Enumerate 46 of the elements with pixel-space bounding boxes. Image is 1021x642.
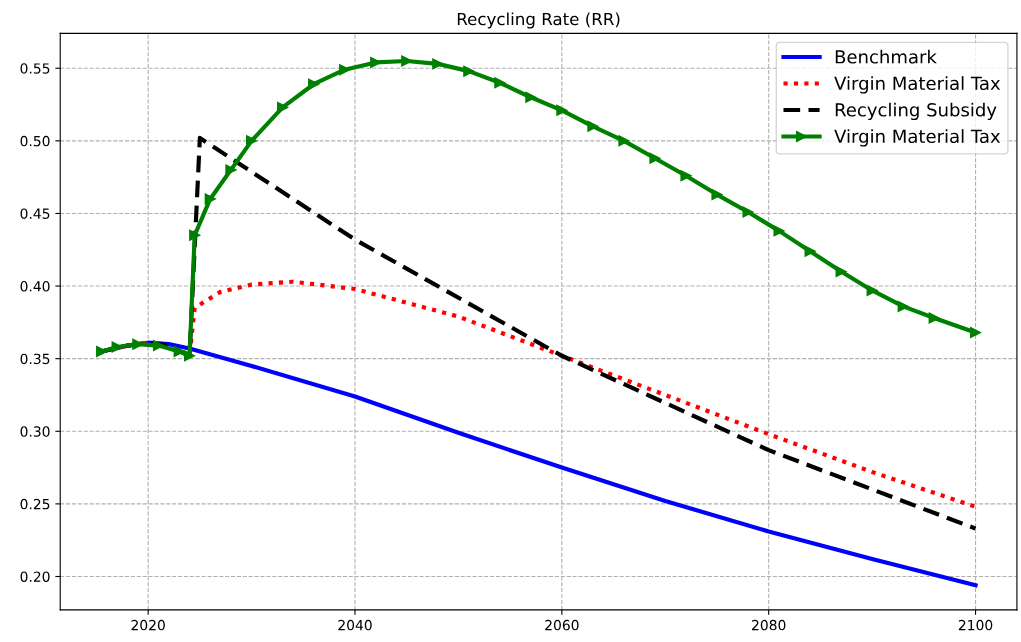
point (152, 340, 165, 352)
point (804, 245, 816, 257)
point (835, 265, 847, 278)
point (711, 189, 723, 201)
y-tick-label: 0.40 (20, 281, 50, 292)
y-tick-label: 0.55 (20, 63, 50, 74)
y-tick-label: 0.20 (20, 571, 50, 582)
x-tick-label: 2040 (338, 619, 372, 631)
y-tick-label: 0.30 (20, 426, 50, 437)
x-tick-label: 2060 (545, 619, 579, 631)
point (339, 64, 351, 76)
point (96, 345, 108, 357)
point (173, 345, 185, 357)
point (969, 326, 982, 339)
chart-title: Recycling Rate (RR) (457, 12, 620, 29)
legend-label: Virgin Material Tax (834, 76, 1001, 94)
point (742, 206, 754, 218)
point (618, 135, 630, 147)
point (183, 350, 196, 362)
y-tick-label: 0.25 (20, 498, 50, 510)
x-tick-label: 2100 (958, 619, 993, 631)
y-tick-label: 0.35 (20, 353, 50, 365)
y-tick-label: 0.50 (20, 135, 50, 147)
point (866, 284, 878, 296)
point (680, 170, 692, 182)
point (773, 225, 785, 237)
legend-label: Virgin Material Tax (834, 129, 1001, 147)
point (432, 58, 444, 70)
point (189, 229, 201, 241)
legend-label: Benchmark (835, 49, 937, 64)
point (111, 341, 123, 353)
point (897, 300, 909, 312)
legend-label: Recycling Subsidy (835, 102, 997, 121)
point (587, 120, 599, 132)
point (225, 164, 237, 176)
point (463, 65, 475, 77)
point (204, 193, 216, 205)
x-tick-label: 2080 (752, 619, 786, 631)
x-tick-label: 2020 (131, 619, 165, 631)
point (308, 78, 320, 90)
point (525, 91, 537, 103)
y-tick-label: 0.45 (20, 208, 50, 219)
point (928, 312, 940, 324)
point (494, 77, 506, 89)
point (556, 104, 568, 116)
point (649, 152, 661, 164)
